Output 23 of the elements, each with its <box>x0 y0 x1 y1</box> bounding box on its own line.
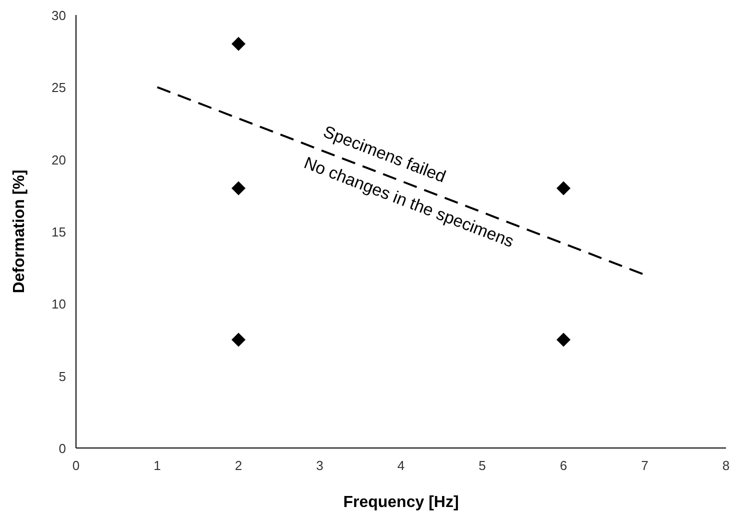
y-tick-label: 15 <box>52 224 66 240</box>
y-tick-label: 20 <box>52 152 66 168</box>
y-tick-label: 30 <box>52 8 66 23</box>
y-tick-label: 0 <box>58 441 66 456</box>
y-tick-label: 10 <box>52 296 66 312</box>
x-tick-label: 0 <box>72 458 80 473</box>
point <box>556 332 570 347</box>
x-tick-label: 7 <box>641 458 648 473</box>
y-axis-title: Deformation [%] <box>11 170 28 294</box>
x-tick-label: 6 <box>560 458 568 473</box>
point <box>232 332 246 347</box>
y-tick-label: 5 <box>58 368 66 384</box>
x-tick-label: 4 <box>397 458 405 473</box>
point <box>232 36 246 51</box>
y-tick-label: 25 <box>52 80 66 96</box>
point <box>556 181 570 196</box>
x-tick-label: 2 <box>234 458 242 473</box>
point <box>232 181 246 196</box>
x-tick-label: 1 <box>154 458 161 473</box>
x-tick-label: 8 <box>722 458 730 473</box>
x-axis-title: Frequency [Hz] <box>343 494 459 511</box>
x-tick-label: 5 <box>478 458 486 473</box>
x-tick-label: 3 <box>316 458 324 473</box>
